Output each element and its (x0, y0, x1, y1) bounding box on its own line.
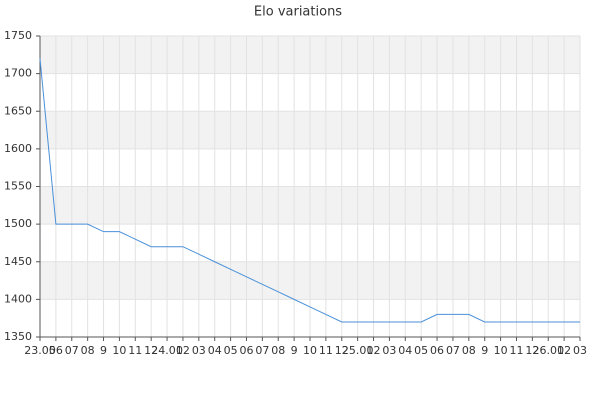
x-tick-label: 06 (49, 344, 63, 357)
x-tick-label: 9 (100, 344, 107, 357)
x-tick-label: 06 (430, 344, 444, 357)
x-tick-label: 03 (573, 344, 587, 357)
y-tick-label: 1600 (4, 142, 32, 155)
chart-title: Elo variations (254, 5, 342, 20)
x-tick-label: 26.01 (532, 344, 564, 357)
x-tick-label: 04 (208, 344, 222, 357)
x-tick-label: 10 (494, 344, 508, 357)
x-tick-label: 11 (319, 344, 333, 357)
y-tick-label: 1400 (4, 292, 32, 305)
x-tick-label: 02 (557, 344, 571, 357)
x-tick-label: 12 (335, 344, 349, 357)
x-tick-label: 02 (176, 344, 190, 357)
y-tick-label: 1550 (4, 180, 32, 193)
x-tick-label: 08 (462, 344, 476, 357)
y-tick-label: 1350 (4, 330, 32, 343)
x-tick-label: 11 (128, 344, 142, 357)
x-tick-label: 02 (367, 344, 381, 357)
x-tick-label: 05 (224, 344, 238, 357)
x-tick-label: 23.05 (24, 344, 56, 357)
x-tick-label: 11 (509, 344, 523, 357)
x-tick-label: 03 (382, 344, 396, 357)
x-tick-label: 07 (255, 344, 269, 357)
x-tick-label: 08 (271, 344, 285, 357)
x-tick-label: 12 (144, 344, 158, 357)
x-tick-label: 07 (65, 344, 79, 357)
x-tick-label: 10 (112, 344, 126, 357)
x-tick-label: 12 (525, 344, 539, 357)
x-tick-label: 05 (414, 344, 428, 357)
y-tick-label: 1450 (4, 255, 32, 268)
x-tick-label: 06 (239, 344, 253, 357)
y-tick-label: 1700 (4, 67, 32, 80)
y-tick-label: 1650 (4, 104, 32, 117)
x-tick-label: 07 (446, 344, 460, 357)
x-tick-label: 9 (291, 344, 298, 357)
x-tick-label: 9 (481, 344, 488, 357)
line (39, 58, 580, 323)
x-tick-label: 03 (192, 344, 206, 357)
x-tick-label: 10 (303, 344, 317, 357)
y-tick-label: 1500 (4, 217, 32, 230)
x-tick-label: 08 (81, 344, 95, 357)
x-tick-label: 24.01 (151, 344, 183, 357)
y-tick-label: 1750 (4, 29, 32, 42)
x-tick-label: 25.01 (342, 344, 374, 357)
x-tick-label: 04 (398, 344, 412, 357)
